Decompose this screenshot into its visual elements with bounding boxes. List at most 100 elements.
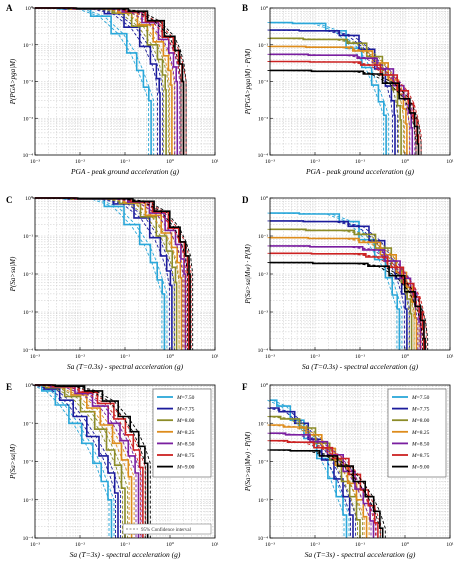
ci-bound-line — [37, 7, 170, 155]
series-2 — [267, 415, 364, 538]
ci-bound-line — [267, 61, 417, 155]
x-tick-label: 10⁻² — [75, 542, 85, 548]
x-tick-label: 10⁻³ — [30, 159, 40, 165]
series-line — [270, 439, 379, 538]
y-tick-label: 10⁻² — [23, 460, 33, 466]
legend-label: M=8.50 — [411, 441, 430, 447]
series-line — [270, 261, 426, 350]
series-6 — [32, 197, 194, 350]
x-axis-label: PGA - peak ground acceleration (g) — [305, 167, 415, 176]
x-tick-label: 10⁻² — [75, 354, 85, 360]
series-line — [270, 415, 361, 538]
y-axis-label: P(PGA>pga|M) — [9, 58, 17, 105]
x-tick-label: 10⁰ — [401, 158, 410, 165]
y-tick-label: 10⁻² — [258, 460, 268, 466]
y-axis-label: P(Sa>sa|Mw) · P(M) — [244, 431, 252, 492]
series-6 — [32, 384, 151, 538]
y-tick-label: 10⁻¹ — [23, 234, 33, 240]
series-6 — [267, 261, 429, 350]
x-tick-label: 10⁻¹ — [355, 542, 365, 548]
y-axis-label: P(Sa>sa|Mw) · P(M) — [244, 244, 252, 305]
series-line — [35, 197, 191, 350]
y-tick-label: 10⁻² — [258, 272, 268, 278]
ci-bound-line — [272, 220, 410, 350]
ci-bound-line — [32, 384, 123, 538]
series-line — [270, 407, 354, 538]
x-tick-label: 10⁻¹ — [120, 542, 130, 548]
legend-label: M=7.75 — [176, 407, 195, 413]
ci-bound-line — [267, 399, 345, 538]
series-line — [270, 29, 396, 155]
x-tick-label: 10⁻³ — [265, 542, 275, 548]
grid — [270, 8, 450, 155]
x-tick-label: 10⁻³ — [30, 542, 40, 548]
x-tick-label: 10¹ — [446, 542, 454, 548]
y-tick-label: 10⁻⁴ — [258, 536, 268, 542]
x-tick-label: 10⁰ — [166, 158, 175, 165]
ci-bound-line — [272, 37, 405, 155]
y-tick-label: 10⁻² — [258, 80, 268, 86]
series-3 — [267, 424, 370, 538]
y-tick-label: 10⁻⁴ — [258, 153, 268, 159]
x-tick-label: 10¹ — [446, 159, 454, 165]
legend-label: M=8.00 — [411, 418, 430, 424]
series-line — [270, 252, 425, 350]
panel-letter: E — [6, 382, 12, 392]
ci-bound-line — [272, 212, 403, 350]
legend-label: M=8.75 — [411, 453, 430, 459]
x-tick-label: 10⁻² — [310, 542, 320, 548]
legend-label: M=7.50 — [176, 395, 195, 401]
x-tick-label: 10⁻¹ — [355, 354, 365, 360]
panel-c: 10⁻³ 10⁻² 10⁻¹ 10⁰ 10¹10⁰10⁻¹10⁻²10⁻³10⁻⁴Sa … — [6, 195, 219, 371]
legend-label: M=8.25 — [176, 430, 195, 436]
y-tick-label: 10⁰ — [260, 195, 269, 202]
series-line — [270, 424, 368, 538]
x-tick-label: 10⁻² — [75, 159, 85, 165]
legend-label: M=7.75 — [411, 407, 430, 413]
x-tick-label: 10⁻³ — [265, 354, 275, 360]
y-tick-label: 10⁻¹ — [23, 43, 33, 49]
x-tick-label: 10⁻¹ — [120, 159, 130, 165]
y-tick-label: 10⁻³ — [23, 116, 33, 122]
x-tick-label: 10¹ — [211, 159, 219, 165]
series-5 — [267, 60, 422, 155]
series-6 — [267, 69, 422, 155]
y-tick-label: 10⁻³ — [23, 498, 33, 504]
ci-bound-line — [267, 212, 398, 350]
y-tick-label: 10⁻³ — [258, 498, 268, 504]
y-tick-label: 10⁻⁴ — [23, 153, 33, 159]
y-tick-label: 10⁻² — [23, 272, 33, 278]
x-tick-label: 10⁻¹ — [355, 159, 365, 165]
panel-d: 10⁻³ 10⁻² 10⁻¹ 10⁰ 10¹10⁰10⁻¹10⁻²10⁻³10⁻⁴Sa … — [242, 195, 454, 371]
y-tick-label: 10⁰ — [25, 382, 34, 389]
y-axis-label: P(Sa>sa|M) — [9, 256, 17, 292]
ci-caption: 95% Confidence interval — [122, 523, 212, 535]
x-tick-label: 10⁻³ — [30, 354, 40, 360]
x-tick-label: 10⁰ — [401, 353, 410, 360]
series-line — [270, 220, 408, 350]
panel-letter: C — [6, 195, 13, 205]
series-0 — [267, 21, 390, 155]
y-tick-label: 10⁻¹ — [258, 43, 268, 49]
x-axis-label: Sa (T=0.3s) - spectral acceleration (g) — [302, 362, 419, 371]
panel-letter: D — [242, 195, 249, 205]
y-tick-label: 10⁻⁴ — [23, 536, 33, 542]
y-axis-label: P(PGA>pga|M) · P(M) — [244, 48, 252, 115]
x-tick-label: 10⁻¹ — [120, 354, 130, 360]
legend-box — [387, 388, 447, 478]
series-line — [35, 7, 185, 155]
legend-label: M=7.50 — [411, 395, 430, 401]
y-axis-label: P(Sa>sa|M) — [9, 444, 17, 480]
x-tick-label: 10¹ — [211, 354, 219, 360]
x-tick-label: 10⁰ — [166, 353, 175, 360]
grid — [35, 8, 215, 155]
legend-label: M=8.75 — [176, 453, 195, 459]
panel-f: 10⁻³ 10⁻² 10⁻¹ 10⁰ 10¹10⁰10⁻¹10⁻²10⁻³10⁻⁴Sa … — [242, 382, 454, 559]
panel-b: 10⁻³ 10⁻² 10⁻¹ 10⁰ 10¹10⁰10⁻¹10⁻²10⁻³10⁻⁴PGA… — [242, 3, 454, 176]
x-tick-label: 10⁻² — [310, 354, 320, 360]
ci-bound-line — [32, 384, 137, 538]
y-tick-label: 10⁰ — [260, 382, 269, 389]
x-tick-label: 10¹ — [211, 542, 219, 548]
y-tick-label: 10⁻³ — [23, 310, 33, 316]
y-tick-label: 10⁻⁴ — [23, 348, 33, 354]
